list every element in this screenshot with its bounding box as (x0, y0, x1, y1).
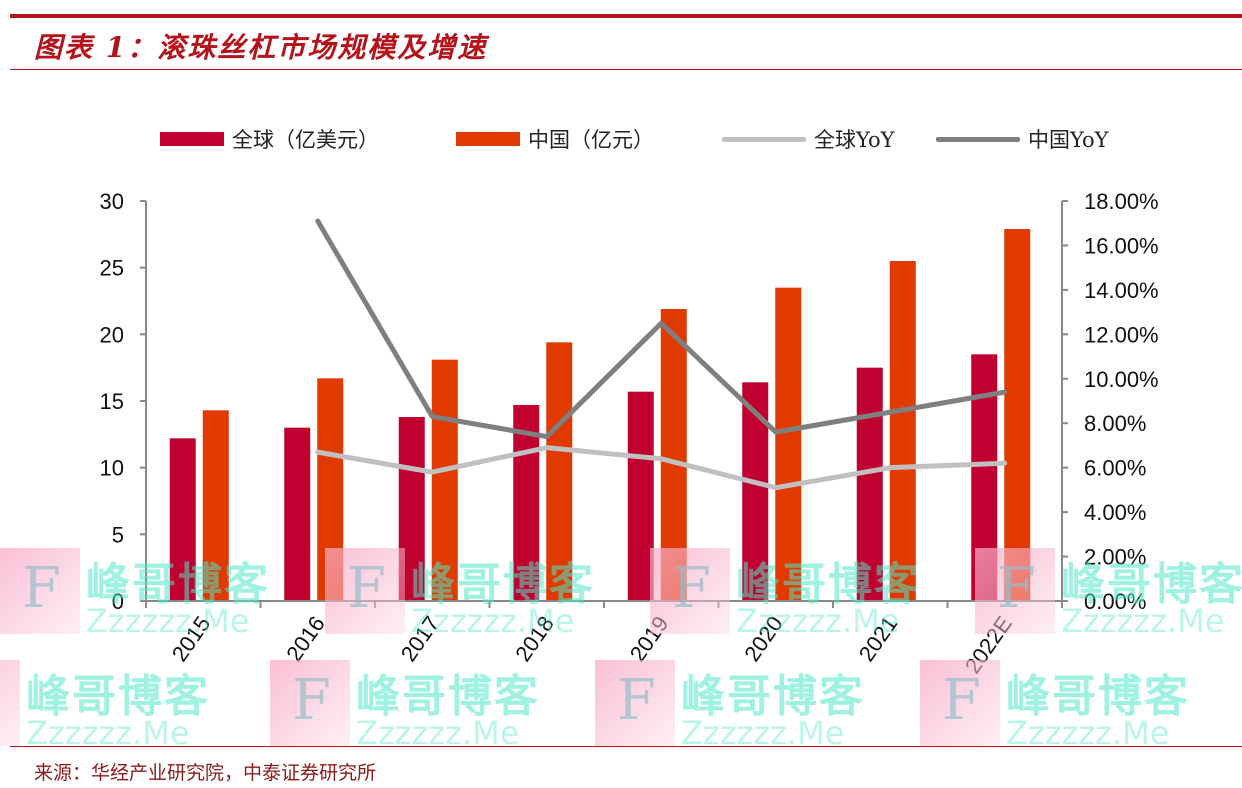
left-tick-label: 30 (100, 189, 124, 214)
watermark-url: Zzzzzz.Me (26, 714, 190, 752)
watermark-text: 峰哥博客 (681, 671, 865, 722)
watermark-url: Zzzzzz.Me (681, 714, 845, 752)
watermark-letter: F (617, 668, 656, 733)
watermark-url: Zzzzzz.Me (736, 602, 900, 640)
watermark-letter: F (292, 668, 331, 733)
watermark-url: Zzzzzz.Me (1061, 602, 1225, 640)
left-tick-label: 5 (112, 522, 124, 547)
watermark-url: Zzzzzz.Me (356, 714, 520, 752)
watermark-url: Zzzzzz.Me (1006, 714, 1170, 752)
line-series (315, 218, 1008, 491)
legend-swatch-china-bar (456, 132, 520, 146)
bar-china-2022E (1004, 229, 1031, 601)
watermark-badge (0, 548, 80, 634)
header-top-rule (10, 14, 1242, 18)
watermark-url: Zzzzzz.Me (411, 602, 575, 640)
right-tick-label: 10.00% (1084, 367, 1159, 392)
legend-label: 全球YoY (814, 128, 895, 152)
watermark-text: 峰哥博客 (736, 559, 920, 610)
watermark-text: 峰哥博客 (411, 559, 595, 610)
watermark-text: 峰哥博客 (1006, 671, 1190, 722)
legend-swatch-china-line (936, 136, 1020, 142)
bar-global-2021 (856, 367, 883, 601)
bar-global-2018 (513, 405, 540, 601)
bar-china-2017 (431, 359, 458, 601)
bar-china-2015 (202, 410, 229, 601)
left-tick-label: 10 (100, 456, 124, 481)
right-tick-label: 16.00% (1084, 233, 1159, 258)
chart-title: 图表 1：滚珠丝杠市场规模及增速 (34, 31, 488, 64)
legend-label: 全球（亿美元） (232, 128, 379, 152)
right-tick-label: 18.00% (1084, 189, 1159, 214)
watermark-badge (920, 660, 1000, 746)
watermark-url: Zzzzzz.Me (86, 602, 250, 640)
left-tick-label: 25 (100, 256, 124, 281)
watermark-letter: F (22, 556, 61, 621)
header-bottom-rule (10, 69, 1242, 70)
bar-china-2021 (889, 261, 916, 601)
line-china-yoy (315, 218, 1008, 440)
watermark-text: 峰哥博客 (86, 559, 270, 610)
line-global-yoy (315, 445, 1008, 491)
legend-item-global-yoy: 全球YoY (722, 124, 895, 154)
footer-rule (10, 746, 1242, 747)
watermark-badge (975, 548, 1055, 634)
bar-global-2016 (284, 427, 311, 601)
source-note: 来源：华经产业研究院，中泰证券研究所 (34, 762, 377, 784)
right-tick-label: 2.00% (1084, 545, 1146, 570)
watermark-letter: F (0, 668, 1, 733)
legend-label: 中国YoY (1028, 128, 1109, 152)
watermark-badge (650, 548, 730, 634)
watermark-text: 峰哥博客 (356, 671, 540, 722)
bar-china-2018 (546, 342, 573, 601)
watermark-letter: F (997, 556, 1036, 621)
x-tick-label: 2016 (281, 612, 330, 666)
watermark-badge (595, 660, 675, 746)
watermark-badge (270, 660, 350, 746)
watermark-badge (325, 548, 405, 634)
left-tick-label: 15 (100, 389, 124, 414)
watermark-text: 峰哥博客 (1061, 559, 1242, 610)
left-tick-label: 0 (112, 589, 124, 614)
right-tick-label: 12.00% (1084, 322, 1159, 347)
watermark-letter: F (347, 556, 386, 621)
bar-china-2020 (775, 287, 802, 601)
watermark-letter: F (672, 556, 711, 621)
right-tick-label: 14.00% (1084, 278, 1159, 303)
right-tick-label: 4.00% (1084, 500, 1146, 525)
legend-swatch-global-line (722, 136, 806, 142)
chart-legend: 全球（亿美元） 中国（亿元） 全球YoY 中国YoY (0, 124, 1242, 156)
right-tick-label: 0.00% (1084, 589, 1146, 614)
watermark-badge (0, 660, 20, 746)
right-tick-label: 8.00% (1084, 411, 1146, 436)
bar-global-2015 (169, 438, 196, 601)
legend-item-china-yoy: 中国YoY (936, 124, 1109, 154)
legend-swatch-global-bar (160, 132, 224, 146)
left-tick-label: 20 (100, 322, 124, 347)
legend-label: 中国（亿元） (528, 128, 654, 152)
legend-item-global-market: 全球（亿美元） (160, 124, 379, 154)
legend-item-china-market: 中国（亿元） (456, 124, 654, 154)
watermark-text: 峰哥博客 (26, 671, 210, 722)
right-tick-label: 6.00% (1084, 456, 1146, 481)
watermark-letter: F (942, 668, 981, 733)
bar-global-2019 (627, 391, 654, 601)
bar-series (169, 229, 1031, 601)
